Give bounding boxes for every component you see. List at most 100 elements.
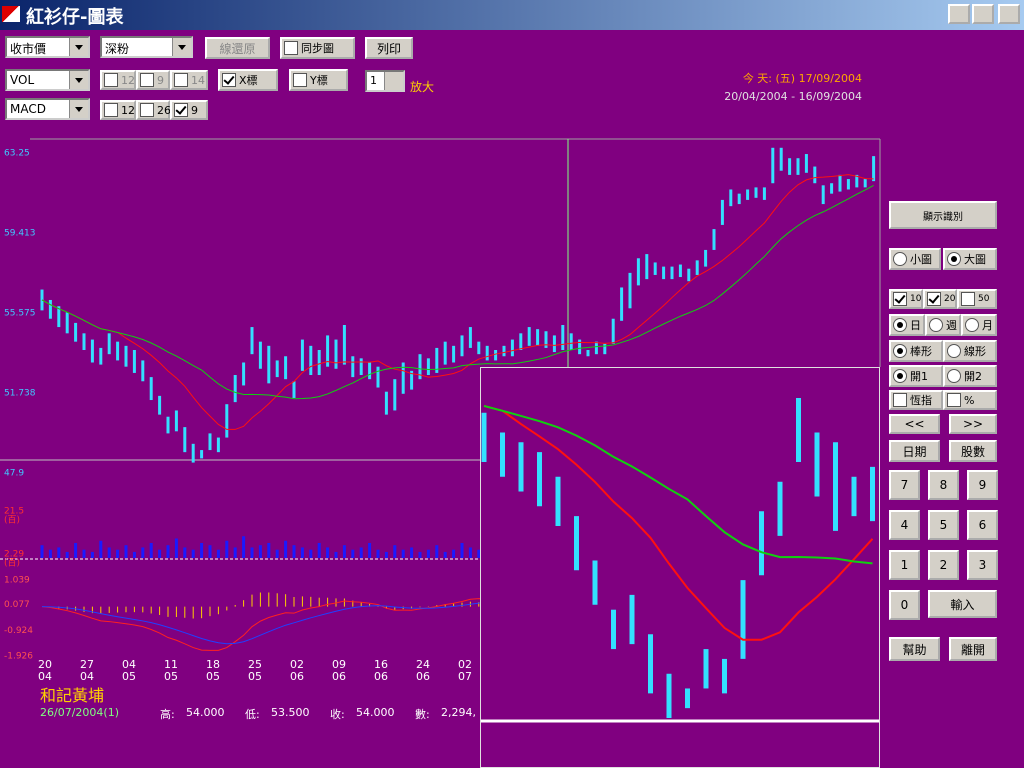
checkbox <box>222 73 236 87</box>
size-radio[interactable]: 小圖 <box>889 248 941 270</box>
exit-button[interactable]: 離開 <box>949 637 997 661</box>
volume-bar <box>57 547 61 558</box>
checkbox <box>893 393 907 407</box>
sync-checkbox[interactable]: 同步圖 <box>280 37 355 59</box>
key-button[interactable]: 1 <box>889 550 920 580</box>
param-checkbox[interactable]: 14 <box>170 70 208 90</box>
info-label: 數: <box>415 708 430 720</box>
option-checkbox[interactable]: % <box>943 390 997 410</box>
label: 12 <box>121 73 135 87</box>
enter-button[interactable]: 輸入 <box>928 590 997 618</box>
restore-button[interactable] <box>972 4 994 24</box>
label: Y標 <box>310 74 328 87</box>
info-value: 54.000 <box>186 706 225 719</box>
volume-bar <box>468 547 472 558</box>
key-button[interactable]: 2 <box>928 550 959 580</box>
open-radio[interactable]: 開1 <box>889 365 943 387</box>
checkbox <box>140 103 154 117</box>
y-tick-label: 63.25 <box>4 149 30 159</box>
x-label-checkbox[interactable]: X標 <box>218 69 278 91</box>
volume-bar <box>183 547 187 558</box>
volume-bar <box>149 542 153 558</box>
volume-bar <box>200 542 204 558</box>
key-button[interactable]: 7 <box>889 470 920 500</box>
minimize-button[interactable] <box>948 4 970 24</box>
x-tick-label: 02 07 <box>458 658 472 683</box>
dropdown-text: VOL <box>10 73 35 87</box>
ma-checkbox[interactable]: 10 <box>889 289 923 309</box>
count-button[interactable]: 股數 <box>949 440 997 462</box>
chart: 63.2559.41355.57551.73847.921.5(百)2.29(百… <box>0 138 881 768</box>
volume-bar <box>258 545 262 558</box>
period-radio[interactable]: 月 <box>961 314 997 336</box>
label: 26 <box>157 103 171 117</box>
key-button[interactable]: 6 <box>967 510 998 540</box>
style-radio[interactable]: 線形 <box>943 340 997 362</box>
prev-button[interactable]: << <box>889 414 940 434</box>
volume-bar <box>393 545 397 558</box>
key-button[interactable]: 4 <box>889 510 920 540</box>
restore-button[interactable]: 線還原 <box>205 37 270 59</box>
volume-bar <box>317 542 321 558</box>
size-radio[interactable]: 大圖 <box>943 248 997 270</box>
option-checkbox[interactable]: 恆指 <box>889 390 943 410</box>
volume-bar <box>300 547 304 558</box>
info-label: 高: <box>160 708 175 720</box>
key-button[interactable]: 3 <box>967 550 998 580</box>
period-radio[interactable]: 週 <box>925 314 961 336</box>
close-button[interactable] <box>998 4 1020 24</box>
print-button[interactable]: 列印 <box>365 37 413 59</box>
open-radio[interactable]: 開2 <box>943 365 997 387</box>
volume-bar <box>418 551 422 558</box>
period-radio[interactable]: 日 <box>889 314 925 336</box>
radio <box>947 369 961 383</box>
info-value: 54.000 <box>356 706 395 719</box>
key-button[interactable]: 0 <box>889 590 920 620</box>
volume-bar <box>326 547 330 558</box>
macd-dropdown[interactable]: MACD <box>5 98 90 120</box>
style-radio[interactable]: 棒形 <box>889 340 943 362</box>
volume-bar <box>443 551 447 558</box>
radio <box>893 369 907 383</box>
next-button[interactable]: >> <box>949 414 997 434</box>
volume-bar <box>452 549 456 558</box>
x-tick-label: 24 06 <box>416 658 430 683</box>
help-button[interactable]: 幫助 <box>889 637 940 661</box>
radio <box>929 318 943 332</box>
zoom-spinner[interactable]: 1 <box>365 70 405 92</box>
ma-line <box>483 404 874 641</box>
param-checkbox[interactable]: 26 <box>136 100 171 120</box>
label: 9 <box>191 103 198 117</box>
volume-bar <box>141 547 145 558</box>
identify-button[interactable]: 顯示識別 <box>889 201 997 229</box>
volume-bar <box>225 540 229 558</box>
key-button[interactable]: 9 <box>967 470 998 500</box>
label: 日 <box>910 319 921 332</box>
key-button[interactable]: 8 <box>928 470 959 500</box>
x-tick-label: 09 06 <box>332 658 346 683</box>
price-panel <box>40 147 876 463</box>
param-checkbox[interactable]: 9 <box>136 70 170 90</box>
param-checkbox[interactable]: 9 <box>170 100 208 120</box>
ma-line <box>41 185 874 400</box>
volume-bar <box>216 549 220 558</box>
radio <box>947 344 961 358</box>
param-checkbox[interactable]: 12 <box>100 70 136 90</box>
price-dropdown[interactable]: 收市價 <box>5 36 90 58</box>
label: 開1 <box>910 370 928 383</box>
volume-dropdown[interactable]: VOL <box>5 69 90 91</box>
ma-checkbox[interactable]: 20 <box>923 289 957 309</box>
key-button[interactable]: 5 <box>928 510 959 540</box>
y-label-checkbox[interactable]: Y標 <box>289 69 348 91</box>
today-date: 今 天: (五) 17/09/2004 <box>742 72 862 85</box>
date-button[interactable]: 日期 <box>889 440 940 462</box>
volume-bar <box>65 551 69 558</box>
color-dropdown[interactable]: 深粉 <box>100 36 193 58</box>
param-checkbox[interactable]: 12 <box>100 100 136 120</box>
volume-bar <box>99 540 103 558</box>
y-tick-label: 1.039 <box>4 576 30 586</box>
ma-checkbox[interactable]: 50 <box>957 289 997 309</box>
checkbox <box>961 292 975 306</box>
volume-bar <box>460 542 464 558</box>
app-icon <box>2 6 20 22</box>
